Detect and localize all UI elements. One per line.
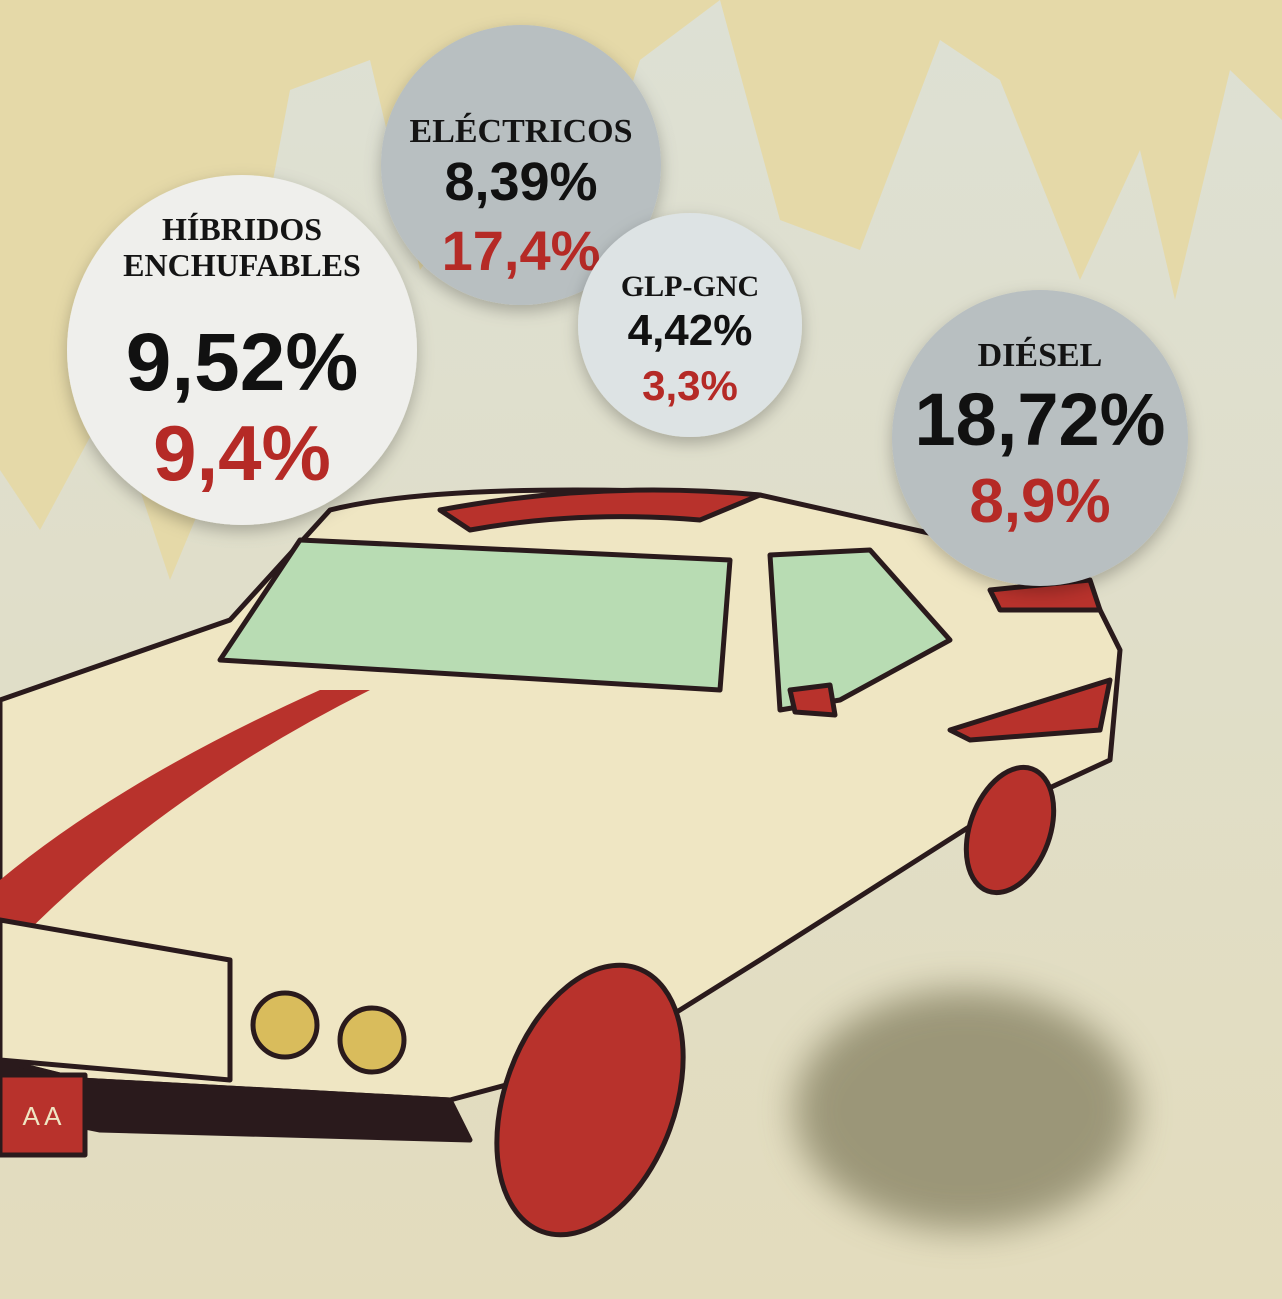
bubble: DIÉSEL 18,72%8,9%: [892, 290, 1188, 586]
bubble-label: HÍBRIDOS: [162, 211, 322, 247]
bubble-change: 8,9%: [969, 467, 1110, 536]
bubble-change: 3,3%: [642, 362, 738, 409]
bubble-label: ENCHUFABLES: [123, 247, 361, 283]
bubble-circle: [578, 213, 802, 437]
shadow: [795, 990, 1135, 1230]
plate-text: A A: [22, 1101, 62, 1131]
bubble-change: 17,4%: [442, 219, 601, 282]
bubble-circle: [381, 25, 661, 305]
bubble-circle: [892, 290, 1188, 586]
bubble-change: 9,4%: [153, 409, 331, 497]
car: [0, 487, 1123, 1238]
bubble-label: GLP-GNC: [621, 270, 759, 303]
bubble-label: DIÉSEL: [978, 337, 1103, 374]
bubble-label: ELÉCTRICOS: [410, 113, 633, 150]
bubble-share: 8,39%: [444, 152, 597, 212]
bubble-share: 4,42%: [628, 306, 753, 355]
bubble-share: 9,52%: [126, 317, 359, 408]
bubble-share: 18,72%: [915, 378, 1166, 461]
mountains: [0, 0, 1282, 580]
bubble-circle: [67, 175, 417, 525]
